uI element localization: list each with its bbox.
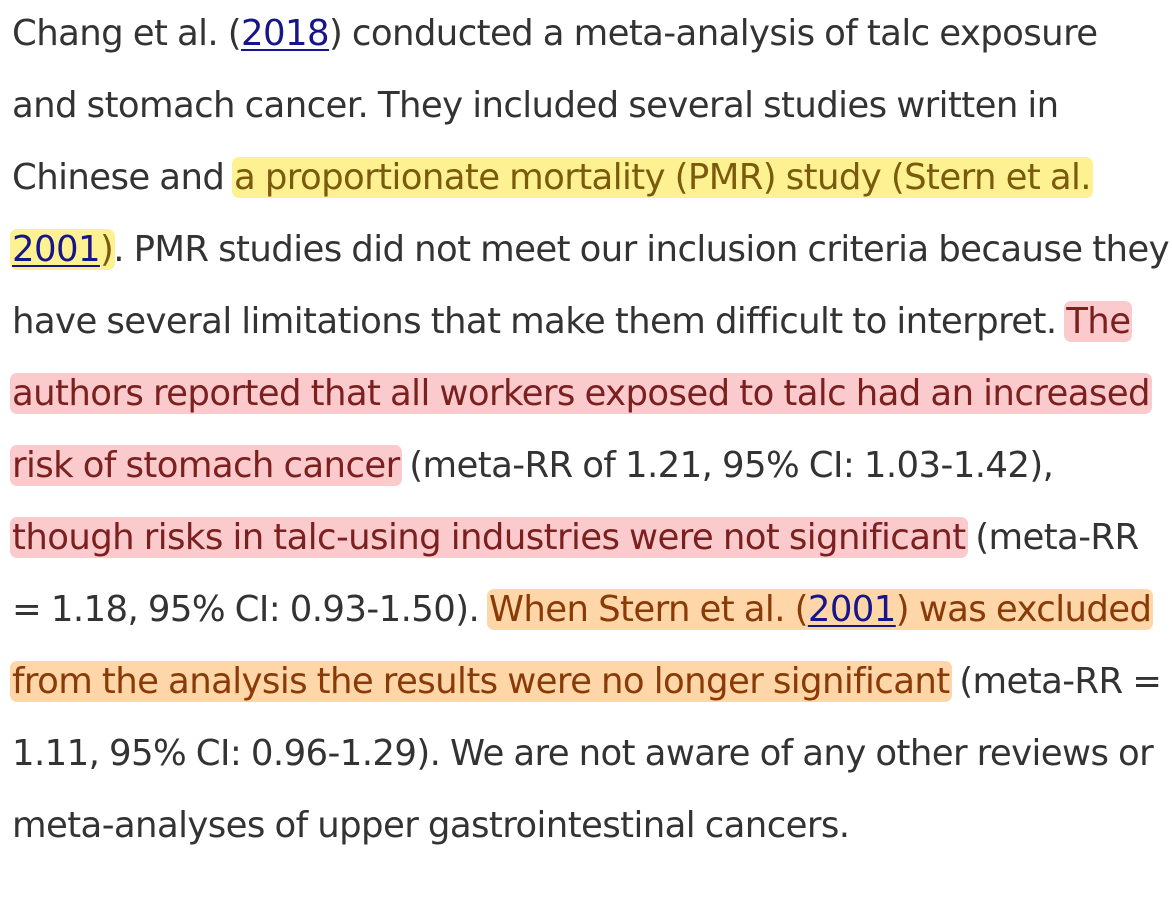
text-segment: (meta-RR = 1.11, 95% CI: 0.96-1.29). We … <box>12 661 1162 846</box>
text-segment: . PMR studies did not meet our inclusion… <box>12 229 1170 342</box>
text-segment: ) conducted a meta-analysis of talc expo… <box>12 13 1098 198</box>
citation-link-chang-2018[interactable]: 2018 <box>241 13 330 54</box>
highlight-text: ) was excluded from the analysis the res… <box>12 589 1152 702</box>
text-segment: Chang et al. ( <box>12 13 242 54</box>
highlight-text: ) <box>99 229 114 270</box>
highlight-text: When Stern et al. ( <box>488 589 809 630</box>
highlight-red: though risks in talc-using industries we… <box>10 517 968 558</box>
citation-link-stern-2001[interactable]: 2001 <box>807 589 897 630</box>
highlight-text: a proportionate mortality (PMR) study (S… <box>233 157 1092 198</box>
body-paragraph: Chang et al. (2018) conducted a meta-ana… <box>10 0 1172 862</box>
text-segment: (meta-RR = 1.18, 95% CI: 0.93-1.50). <box>12 517 1139 630</box>
citation-link-stern-2001[interactable]: 2001 <box>12 229 101 270</box>
text-segment: (meta-RR of 1.21, 95% CI: 1.03-1.42), <box>399 445 1054 486</box>
